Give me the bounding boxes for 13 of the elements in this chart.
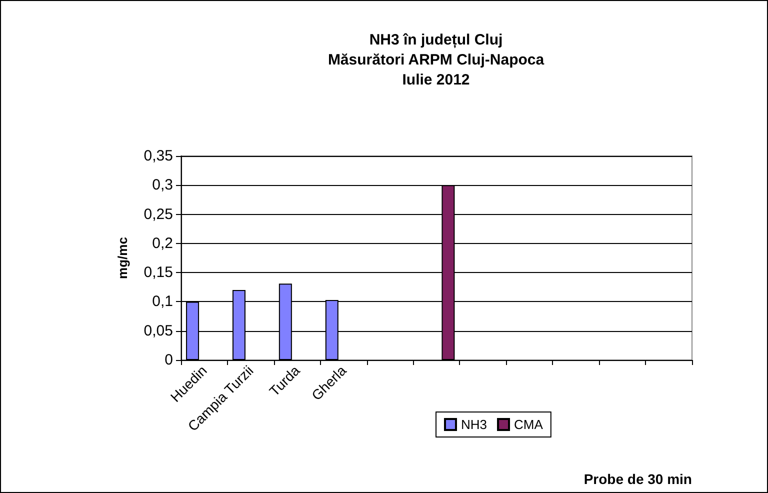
- y-tick-label: 0,25: [144, 206, 173, 223]
- y-tick-label: 0: [164, 352, 173, 368]
- x-axis-title: Probe de 30 min: [584, 471, 692, 487]
- y-tick-label: 0,15: [144, 264, 173, 282]
- y-tick-label: 0,05: [144, 322, 173, 340]
- y-tick-label: 0,35: [144, 148, 173, 164]
- y-tick-label: 0,3: [152, 176, 173, 194]
- chart-title: NH3 în județul Cluj Măsurători ARPM Cluj-Napoca Iulie 2012: [328, 32, 545, 88]
- legend-label: NH3: [461, 417, 488, 432]
- y-tick-label: 0,1: [152, 293, 173, 310]
- y-tick-label: 0,2: [152, 234, 173, 252]
- y-axis-title: mg/mc: [115, 237, 130, 279]
- legend-label: CMA: [514, 417, 544, 432]
